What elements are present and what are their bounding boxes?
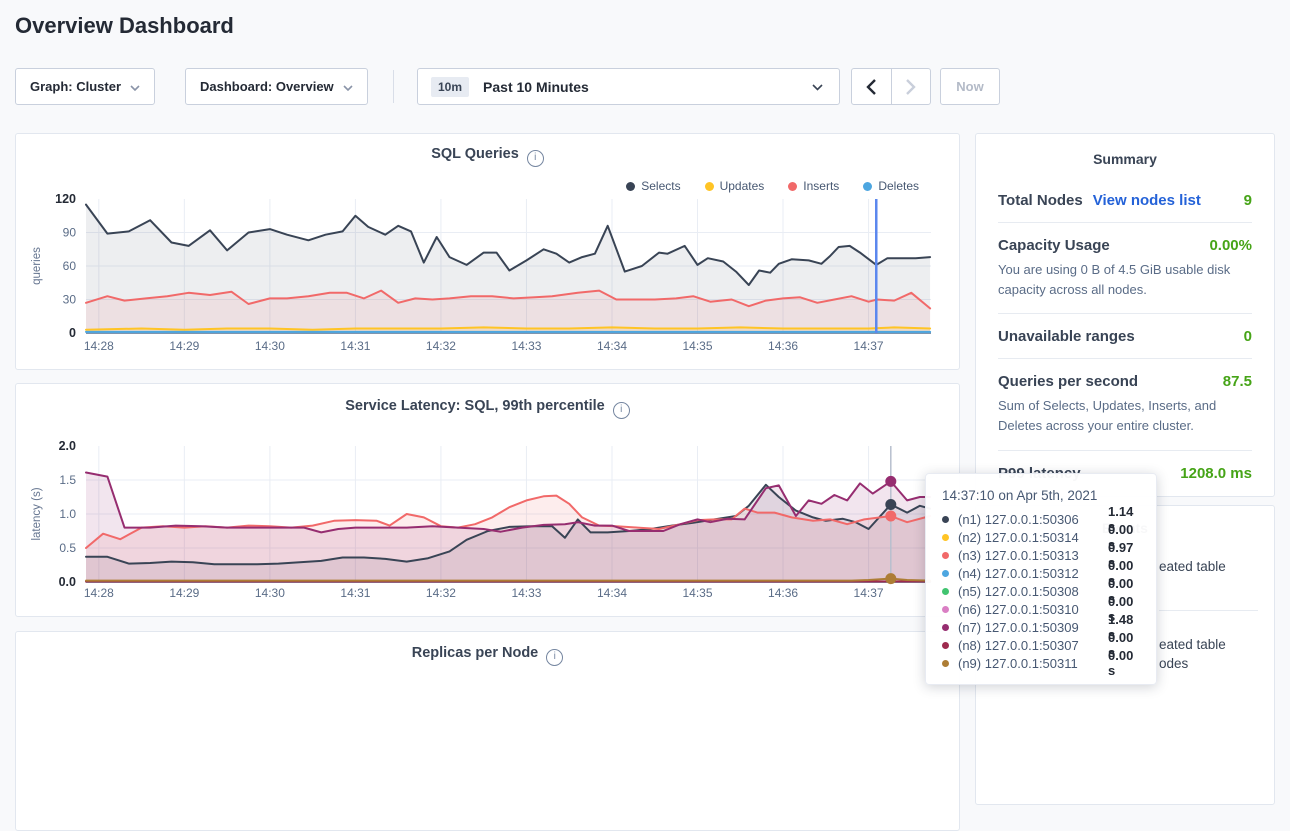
svg-text:0.5: 0.5 bbox=[59, 541, 76, 555]
svg-text:90: 90 bbox=[63, 226, 77, 240]
series-dot-icon bbox=[942, 570, 949, 577]
svg-text:14:34: 14:34 bbox=[597, 339, 627, 353]
svg-text:14:28: 14:28 bbox=[84, 586, 114, 600]
svg-text:14:36: 14:36 bbox=[768, 339, 798, 353]
summary-row-label: Queries per second bbox=[998, 373, 1138, 390]
svg-text:14:36: 14:36 bbox=[768, 586, 798, 600]
tooltip-rows: (n1) 127.0.0.1:503061.14 s(n2) 127.0.0.1… bbox=[942, 510, 1144, 672]
page-title: Overview Dashboard bbox=[15, 13, 234, 39]
events-divider bbox=[1159, 610, 1258, 611]
svg-text:2.0: 2.0 bbox=[59, 439, 76, 453]
svg-text:14:30: 14:30 bbox=[255, 586, 285, 600]
svg-text:14:35: 14:35 bbox=[682, 339, 712, 353]
chevron-down-icon bbox=[812, 78, 823, 96]
svg-text:60: 60 bbox=[63, 259, 77, 273]
time-back-button[interactable] bbox=[852, 69, 892, 104]
series-dot-icon bbox=[942, 642, 949, 649]
summary-row: Unavailable ranges 0 bbox=[998, 313, 1252, 358]
svg-text:14:32: 14:32 bbox=[426, 586, 456, 600]
tooltip-timestamp: 14:37:10 on Apr 5th, 2021 bbox=[942, 488, 1144, 503]
svg-text:14:30: 14:30 bbox=[255, 339, 285, 353]
series-dot-icon bbox=[942, 624, 949, 631]
svg-text:1.0: 1.0 bbox=[59, 507, 76, 521]
summary-row-label: Capacity Usage bbox=[998, 237, 1110, 254]
time-range-selector[interactable]: 10m Past 10 Minutes bbox=[417, 68, 840, 105]
series-dot-icon bbox=[942, 588, 949, 595]
svg-text:14:29: 14:29 bbox=[169, 586, 199, 600]
summary-row-value: 0 bbox=[1244, 328, 1252, 345]
time-range-badge: 10m bbox=[431, 77, 469, 97]
chevron-down-icon bbox=[130, 79, 140, 94]
svg-text:14:31: 14:31 bbox=[340, 339, 370, 353]
now-button[interactable]: Now bbox=[940, 68, 1000, 105]
summary-row: Total Nodes View nodes list 9 bbox=[998, 178, 1252, 222]
replicas-per-node-card: Replicas per Nodei bbox=[15, 631, 960, 831]
svg-text:14:37: 14:37 bbox=[854, 339, 884, 353]
time-step-buttons bbox=[851, 68, 931, 105]
svg-text:14:33: 14:33 bbox=[511, 339, 541, 353]
tooltip-row: (n9) 127.0.0.1:503110.00 s bbox=[942, 654, 1144, 672]
svg-text:1.5: 1.5 bbox=[59, 473, 76, 487]
svg-text:30: 30 bbox=[63, 293, 77, 307]
svg-text:14:33: 14:33 bbox=[511, 586, 541, 600]
summary-panel: Summary Total Nodes View nodes list 9 Capac… bbox=[975, 133, 1275, 497]
chevron-left-icon bbox=[866, 79, 876, 95]
summary-row-description: You are using 0 B of 4.5 GiB usable disk… bbox=[998, 260, 1252, 300]
svg-text:14:32: 14:32 bbox=[426, 339, 456, 353]
svg-text:14:37: 14:37 bbox=[854, 586, 884, 600]
sql-queries-chart[interactable]: 0 30 60 90 120 14:28 14:29 14:30 14:31 14:32 14:33… bbox=[16, 134, 961, 370]
summary-title: Summary bbox=[976, 151, 1274, 167]
series-dot-icon bbox=[942, 552, 949, 559]
sql-queries-card: SQL Queriesi SelectsUpdatesInsertsDelete… bbox=[15, 133, 960, 370]
event-row-fragment[interactable]: eated table bbox=[1159, 637, 1226, 652]
summary-row-label: Unavailable ranges bbox=[998, 328, 1135, 345]
replicas-per-node-title: Replicas per Nodei bbox=[16, 645, 959, 666]
graph-dropdown-label: Graph: Cluster bbox=[30, 79, 121, 94]
summary-row-value: 0.00% bbox=[1209, 237, 1252, 254]
summary-row-value: 87.5 bbox=[1223, 373, 1252, 390]
summary-row-label: Total Nodes bbox=[998, 192, 1083, 209]
summary-row: Capacity Usage 0.00% You are using 0 B of … bbox=[998, 222, 1252, 313]
info-icon[interactable]: i bbox=[546, 649, 563, 666]
event-row-fragment[interactable]: odes bbox=[1159, 656, 1188, 671]
series-dot-icon bbox=[942, 516, 949, 523]
service-latency-card: Service Latency: SQL, 99th percentilei 0… bbox=[15, 383, 960, 617]
chart-hover-tooltip: 14:37:10 on Apr 5th, 2021 (n1) 127.0.0.1… bbox=[925, 473, 1157, 685]
graph-dropdown[interactable]: Graph: Cluster bbox=[15, 68, 155, 105]
svg-text:queries: queries bbox=[31, 247, 43, 285]
controls-divider bbox=[393, 70, 394, 103]
svg-text:14:28: 14:28 bbox=[84, 339, 114, 353]
series-dot-icon bbox=[942, 534, 949, 541]
series-dot-icon bbox=[942, 606, 949, 613]
chevron-right-icon bbox=[906, 79, 916, 95]
summary-rows: Total Nodes View nodes list 9 Capacity Usag… bbox=[998, 178, 1252, 495]
svg-text:14:34: 14:34 bbox=[597, 586, 627, 600]
dashboard-dropdown-label: Dashboard: Overview bbox=[200, 79, 334, 94]
chevron-down-icon bbox=[343, 79, 353, 94]
svg-text:0.0: 0.0 bbox=[59, 575, 76, 589]
svg-text:0: 0 bbox=[69, 326, 76, 340]
summary-row-value: 9 bbox=[1244, 192, 1252, 209]
now-button-label: Now bbox=[956, 79, 983, 94]
view-nodes-list-link[interactable]: View nodes list bbox=[1093, 192, 1201, 209]
event-row-fragment[interactable]: eated table bbox=[1159, 559, 1226, 574]
svg-text:14:35: 14:35 bbox=[682, 586, 712, 600]
svg-text:120: 120 bbox=[55, 192, 76, 206]
summary-row-description: Sum of Selects, Updates, Inserts, and De… bbox=[998, 396, 1252, 436]
dashboard-dropdown[interactable]: Dashboard: Overview bbox=[185, 68, 368, 105]
service-latency-chart[interactable]: 0.0 0.5 1.0 1.5 2.0 14:28 14:29 14:30 14:31 14:32… bbox=[16, 384, 961, 617]
svg-text:14:31: 14:31 bbox=[340, 586, 370, 600]
svg-text:latency (s): latency (s) bbox=[31, 487, 43, 540]
series-dot-icon bbox=[942, 660, 949, 667]
summary-row: Queries per second 87.5 Sum of Selects, Up… bbox=[998, 358, 1252, 449]
summary-row-value: 1208.0 ms bbox=[1180, 465, 1252, 482]
time-forward-button[interactable] bbox=[892, 69, 931, 104]
svg-text:14:29: 14:29 bbox=[169, 339, 199, 353]
time-range-label: Past 10 Minutes bbox=[483, 79, 812, 95]
